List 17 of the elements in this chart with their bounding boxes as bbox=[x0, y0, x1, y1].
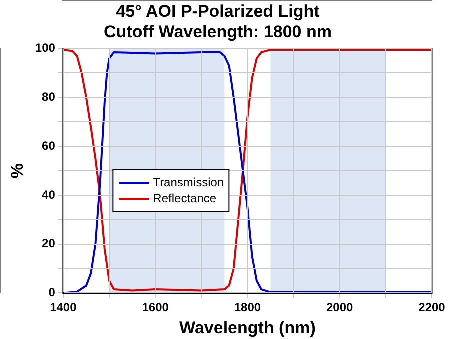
y-tick-label: 20 bbox=[42, 236, 56, 251]
x-tick-label: 2200 bbox=[418, 300, 446, 315]
y-tick-label: 100 bbox=[35, 41, 56, 56]
x-tick-label: 2000 bbox=[326, 300, 354, 315]
y-tick-label: 0 bbox=[48, 286, 56, 300]
legend-label: Reflectance bbox=[153, 191, 217, 206]
x-tick-label: 1800 bbox=[234, 300, 262, 315]
x-tick-label: 1400 bbox=[50, 300, 78, 315]
y-axis-title: % bbox=[8, 163, 27, 179]
x-axis-title: Wavelength (nm) bbox=[180, 318, 316, 338]
y-tick-label: 80 bbox=[42, 90, 56, 104]
x-tick-label: 1600 bbox=[142, 300, 170, 315]
chart-title: 45° AOI P-Polarized Light bbox=[116, 2, 320, 21]
legend-label: Transmission bbox=[153, 175, 224, 190]
chart-subtitle: Cutoff Wavelength: 1800 nm bbox=[104, 22, 332, 42]
y-tick-label: 60 bbox=[42, 138, 56, 153]
y-tick-label: 40 bbox=[42, 188, 56, 202]
